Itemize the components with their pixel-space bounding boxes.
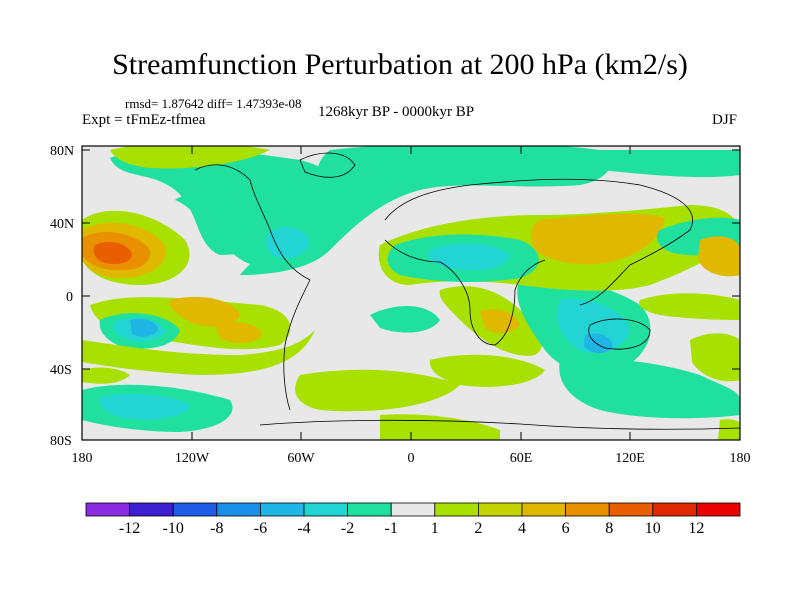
- lat-tick-label: 80N: [50, 144, 74, 159]
- lon-tick-label: 0: [408, 451, 415, 466]
- colorbar-label: 1: [431, 520, 439, 537]
- lon-tick-label: 180: [730, 451, 751, 466]
- coastline-australia: [588, 318, 651, 350]
- lon-tick-label: 60W: [287, 451, 315, 466]
- coastline-africa: [384, 239, 546, 346]
- coastline-americas: [194, 164, 311, 411]
- colorbar-label: 6: [562, 520, 570, 537]
- colorbar-label: -2: [341, 520, 354, 537]
- colorbar-swatch: [85, 502, 130, 517]
- colorbar-swatch: [608, 502, 654, 517]
- colorbar-swatch: [652, 502, 697, 517]
- colorbar-swatch: [434, 502, 479, 517]
- coastline-antarctica: [259, 419, 740, 430]
- contour-negative-weak: [370, 305, 440, 333]
- contour-field: [82, 146, 740, 440]
- contour-positive-peak: [93, 241, 132, 264]
- contour-positive-weak: [718, 419, 740, 440]
- contour-positive-mid: [480, 309, 520, 333]
- contour-positive-weak: [295, 369, 460, 412]
- contour-negative-weak: [559, 358, 740, 419]
- colorbar-label: 8: [605, 520, 613, 537]
- experiment-label: Expt = tFmEz-tfmea: [82, 112, 206, 128]
- coastlines: [194, 152, 740, 430]
- colorbar-swatch: [172, 502, 218, 517]
- stats-line: rmsd= 1.87642 diff= 1.47393e-08: [125, 96, 302, 111]
- chart-title: Streamfunction Perturbation at 200 hPa (…: [112, 48, 688, 81]
- colorbar-swatch: [129, 502, 174, 517]
- colorbar-label: -6: [254, 520, 267, 537]
- contour-positive-weak: [110, 146, 270, 169]
- lat-tick-label: 40N: [50, 217, 74, 232]
- contour-positive-weak: [690, 333, 740, 382]
- colorbar-swatch: [696, 502, 741, 517]
- colorbar-swatch: [477, 502, 523, 517]
- contour-negative-weak: [600, 150, 740, 178]
- lat-tick-label: 0: [66, 290, 73, 305]
- colorbar-label: 10: [645, 520, 661, 537]
- colorbar-swatch: [565, 502, 610, 517]
- contour-negative-mid: [557, 299, 630, 354]
- contour-positive-weak: [429, 354, 545, 387]
- colorbar-swatch: [521, 502, 566, 517]
- contour-positive-weak: [82, 367, 130, 384]
- colorbar-swatch: [347, 502, 392, 517]
- contour-positive-mid: [530, 213, 665, 265]
- colorbar-label: -10: [163, 520, 184, 537]
- coastline-greenland: [299, 152, 356, 178]
- colorbar-label: -1: [385, 520, 398, 537]
- season-label: DJF: [712, 112, 738, 128]
- colorbar-label: 12: [688, 520, 704, 537]
- colorbar-label: -4: [297, 520, 310, 537]
- lon-tick-label: 60E: [510, 451, 533, 466]
- coastline-eurasia: [384, 178, 693, 306]
- colorbar: -12 -10 -8 -6 -4 -2 -1 1 2 4 6 8 10 12: [85, 502, 741, 537]
- colorbar-label: -12: [119, 520, 140, 537]
- contour-negative-mid: [99, 394, 190, 420]
- colorbar-swatch: [303, 502, 348, 517]
- contour-negative-weak: [240, 146, 611, 275]
- lat-tick-label: 40S: [50, 363, 72, 378]
- period-label: 1268kyr BP - 0000kyr BP: [318, 104, 475, 120]
- lat-ticks: [82, 149, 740, 441]
- contour-negative-mid: [266, 227, 310, 259]
- contour-positive-mid: [169, 296, 240, 327]
- contour-negative-strong: [130, 318, 158, 337]
- lon-tick-label: 120E: [615, 451, 645, 466]
- lon-tick-label: 180: [72, 451, 93, 466]
- colorbar-swatch: [216, 502, 261, 517]
- colorbar-swatch: [259, 502, 305, 517]
- colorbar-label: 2: [474, 520, 482, 537]
- lat-tick-label: 80S: [50, 434, 72, 449]
- lon-tick-label: 120W: [175, 451, 210, 466]
- colorbar-swatch: [390, 502, 436, 517]
- contour-positive-mid: [215, 321, 262, 343]
- colorbar-label: 4: [518, 520, 526, 537]
- contour-positive-weak: [639, 293, 740, 320]
- contour-positive-mid: [698, 236, 740, 277]
- contour-positive-weak: [82, 330, 315, 375]
- colorbar-label: -8: [210, 520, 223, 537]
- lon-ticks: [191, 146, 631, 440]
- contour-negative-mid: [428, 243, 510, 271]
